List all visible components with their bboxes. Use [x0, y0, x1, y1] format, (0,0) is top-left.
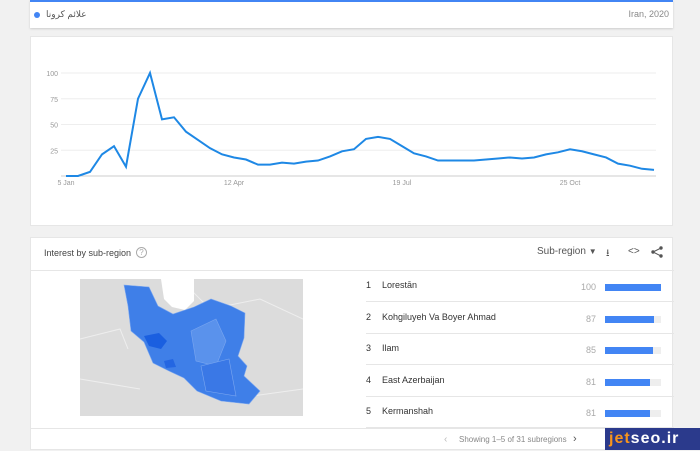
dropdown-label: Sub-region [537, 246, 586, 257]
y-tick-label: 75 [50, 97, 58, 104]
download-icon[interactable]: ⭳ [606, 246, 610, 263]
interest-over-time-card: 25 50 75 100 5 Jan 12 Apr 19 Jul 25 Oct [30, 36, 673, 226]
x-tick-label: 19 Jul [393, 180, 412, 187]
value-bar-fill [605, 284, 661, 291]
pagination-status: Showing 1–5 of 31 subregions [459, 435, 567, 444]
table-row[interactable]: 4 East Azerbaijan 81 [366, 366, 674, 397]
table-row[interactable]: 3 Ilam 85 [366, 334, 674, 365]
region-year: Iran, 2020 [628, 9, 669, 19]
row-region-name: East Azerbaijan [382, 375, 445, 385]
value-bar [605, 284, 661, 291]
help-icon[interactable]: ? [136, 247, 147, 258]
row-rank: 1 [366, 280, 371, 290]
row-value: 87 [566, 314, 596, 324]
row-rank: 3 [366, 343, 371, 353]
row-region-name: Ilam [382, 343, 399, 353]
header-bar: علائم کرونا Iran, 2020 [30, 0, 673, 28]
iran-map[interactable] [80, 279, 303, 416]
value-bar-fill [605, 347, 653, 354]
value-bar-fill [605, 316, 654, 323]
y-tick-label: 50 [50, 123, 58, 130]
row-region-name: Kermanshah [382, 406, 433, 416]
value-bar-fill [605, 410, 650, 417]
watermark-logo: jetseo.ir [605, 428, 700, 450]
caret-down-icon: ▼ [589, 247, 597, 256]
row-value: 100 [566, 282, 596, 292]
pagination: ‹ Showing 1–5 of 31 subregions › [31, 428, 674, 451]
table-row[interactable]: 1 Lorestān 100 [366, 271, 674, 302]
x-tick-label: 5 Jan [57, 180, 74, 187]
value-bar [605, 410, 661, 417]
share-icon[interactable] [651, 246, 663, 261]
line-chart[interactable]: 25 50 75 100 5 Jan 12 Apr 19 Jul 25 Oct [31, 37, 674, 227]
embed-icon[interactable]: <> [628, 246, 640, 257]
value-bar-fill [605, 379, 650, 386]
chevron-right-icon[interactable]: › [573, 433, 577, 445]
x-tick-label: 25 Oct [560, 180, 581, 187]
row-value: 81 [566, 377, 596, 387]
row-rank: 2 [366, 312, 371, 322]
y-tick-label: 100 [46, 71, 58, 78]
interest-by-subregion-card: Interest by sub-region ? Sub-region ▼ ⭳ … [30, 237, 673, 450]
subregion-dropdown[interactable]: Sub-region ▼ [537, 246, 597, 257]
chevron-left-icon[interactable]: ‹ [444, 434, 447, 445]
row-value: 85 [566, 345, 596, 355]
x-tick-label: 12 Apr [224, 180, 245, 187]
search-term: علائم کرونا [46, 9, 87, 20]
series-color-dot [34, 12, 40, 18]
row-value: 81 [566, 408, 596, 418]
row-region-name: Kohgiluyeh Va Boyer Ahmad [382, 312, 496, 322]
row-rank: 5 [366, 406, 371, 416]
table-row[interactable]: 5 Kermanshah 81 [366, 397, 674, 428]
row-rank: 4 [366, 375, 371, 385]
section-title: Interest by sub-region [44, 248, 131, 258]
row-region-name: Lorestān [382, 280, 417, 290]
value-bar [605, 379, 661, 386]
value-bar [605, 347, 661, 354]
table-row[interactable]: 2 Kohgiluyeh Va Boyer Ahmad 87 [366, 303, 674, 334]
y-tick-label: 25 [50, 148, 58, 155]
value-bar [605, 316, 661, 323]
